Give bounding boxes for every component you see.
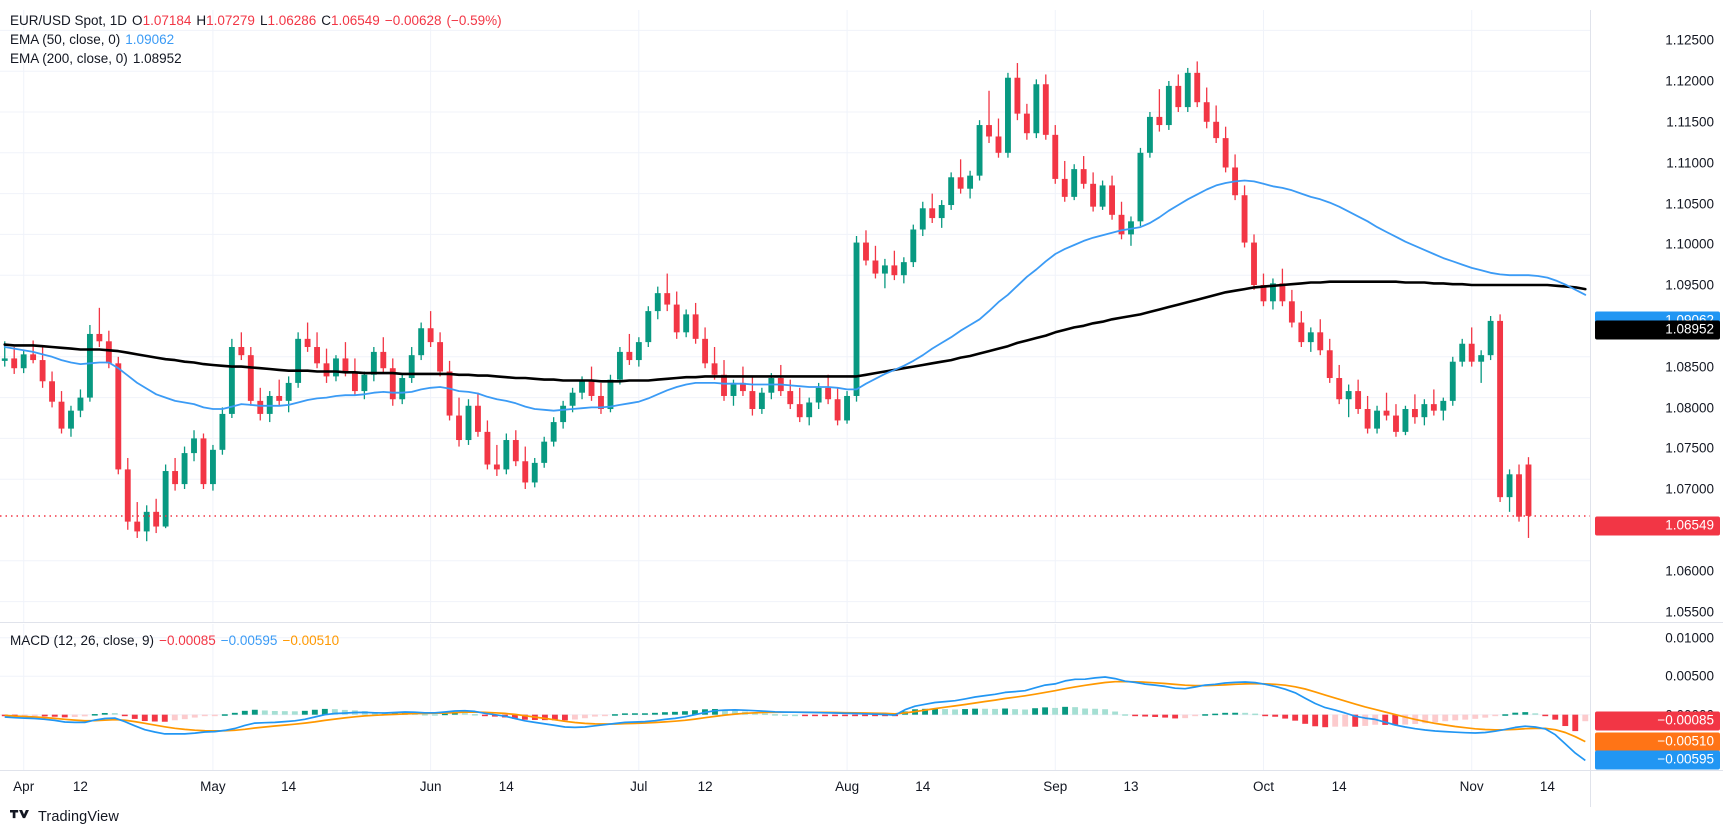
price-tick-label: 1.12000 [1665, 73, 1714, 89]
price-tick-label: 1.09500 [1665, 277, 1714, 293]
pane-divider [0, 622, 1723, 623]
macd-plot-area[interactable] [0, 624, 1590, 770]
price-tick-label: 1.06000 [1665, 563, 1714, 579]
macd-pane[interactable]: 0.010000.005000.00000−0.00085−0.00510−0.… [0, 624, 1723, 770]
time-tick-label: 14 [281, 779, 297, 794]
time-tick-label: Apr [13, 779, 35, 794]
macd-chart-svg [0, 624, 1590, 770]
price-tick-label: 1.07500 [1665, 440, 1714, 456]
time-tick-label: Nov [1459, 779, 1484, 794]
tradingview-label: TradingView [38, 809, 119, 825]
time-tick-label: 12 [697, 779, 713, 794]
time-scale[interactable]: Apr 12 May 14 Jun 14 Jul 12 Aug 14 Sep 13 Oct 14 Nov 14 [0, 770, 1723, 807]
tradingview-logo-icon [10, 810, 31, 824]
macd-hist-tag[interactable]: −0.00085 [1595, 711, 1720, 731]
price-plot-area[interactable] [0, 10, 1590, 622]
time-tick-label: 14 [1331, 779, 1347, 794]
price-tick-label: 1.11000 [1666, 155, 1714, 171]
time-tick-label: 13 [1123, 779, 1139, 794]
price-tick-label: 1.10000 [1665, 236, 1714, 252]
ema200-price-tag[interactable]: 1.08952 [1595, 320, 1720, 340]
time-tick-label: 12 [72, 779, 88, 794]
time-tick-label: Aug [835, 779, 860, 794]
price-scale[interactable]: 1.12500 1.12000 1.11500 1.11000 1.10500 1.100… [1590, 10, 1723, 622]
time-tick-label: Sep [1043, 779, 1068, 794]
price-pane[interactable]: 1.12500 1.12000 1.11500 1.11000 1.10500 1.100… [0, 10, 1723, 622]
tradingview-branding[interactable]: TradingView [10, 809, 119, 825]
last-price-tag[interactable]: 1.06549 [1595, 516, 1720, 536]
macd-scale[interactable]: 0.010000.005000.00000−0.00085−0.00510−0.… [1590, 624, 1723, 770]
time-tick-label: May [200, 779, 226, 794]
macd-line-tag[interactable]: −0.00595 [1595, 750, 1720, 770]
time-scale-corner [1590, 771, 1723, 807]
time-tick-label: 14 [1539, 779, 1555, 794]
price-tick-label: 1.08000 [1665, 400, 1714, 416]
price-tick-label: 1.08500 [1665, 359, 1714, 375]
time-tick-label: Oct [1252, 779, 1275, 794]
price-tick-label: 1.11500 [1666, 114, 1714, 130]
macd-tick-label: 0.00500 [1665, 668, 1714, 684]
price-tick-label: 1.12500 [1665, 32, 1714, 48]
price-tick-label: 1.07000 [1665, 481, 1714, 497]
price-chart-svg [0, 10, 1590, 622]
time-tick-label: 14 [498, 779, 514, 794]
macd-signal-tag[interactable]: −0.00510 [1595, 732, 1720, 752]
time-tick-label: 14 [915, 779, 931, 794]
price-tick-label: 1.10500 [1665, 196, 1714, 212]
price-tick-label: 1.05500 [1665, 604, 1714, 620]
time-tick-label: Jun [419, 779, 442, 794]
macd-tick-label: 0.01000 [1665, 630, 1714, 646]
time-tick-label: Jul [630, 779, 648, 794]
